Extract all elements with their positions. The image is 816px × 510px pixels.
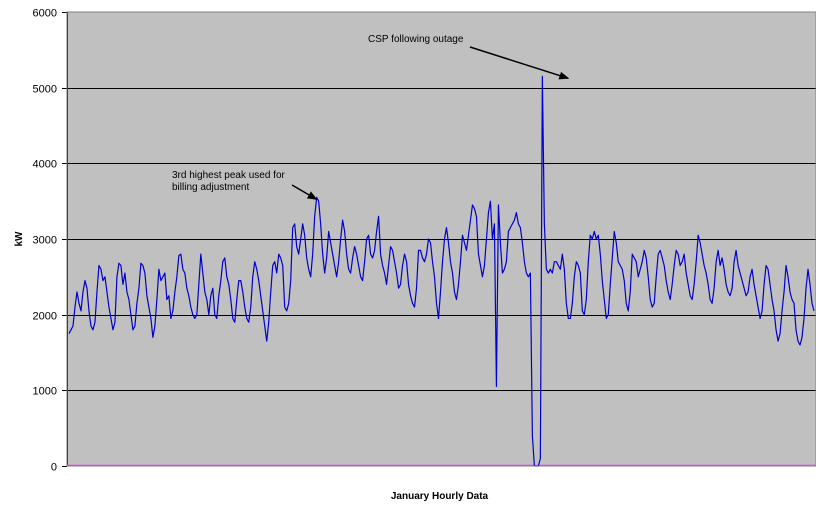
annotation-text: CSP following outage bbox=[368, 34, 464, 45]
y-tick-label: 0 bbox=[51, 462, 57, 474]
plot-frame bbox=[66, 11, 816, 467]
y-tick-labels: 0 1000 2000 3000 4000 5000 6000 bbox=[33, 8, 68, 474]
y-tick-label: 1000 bbox=[33, 386, 57, 398]
series-line-kw bbox=[68, 75, 815, 467]
gridlines bbox=[67, 88, 816, 391]
y-tick-label: 6000 bbox=[33, 8, 57, 20]
annotation-arrow bbox=[291, 184, 318, 201]
annotation-text: 3rd highest peak used for billing adjustm… bbox=[172, 170, 286, 193]
x-axis-title: January Hourly Data bbox=[391, 491, 489, 502]
annotation-arrow bbox=[469, 46, 570, 80]
y-tick-label: 2000 bbox=[33, 311, 57, 323]
annotations: 3rd highest peak used for billing adjustm… bbox=[172, 34, 570, 201]
y-tick-label: 5000 bbox=[33, 84, 57, 96]
y-axis-title: kW bbox=[14, 231, 25, 247]
y-tick-label: 4000 bbox=[33, 159, 57, 171]
y-tick-label: 3000 bbox=[33, 235, 57, 247]
